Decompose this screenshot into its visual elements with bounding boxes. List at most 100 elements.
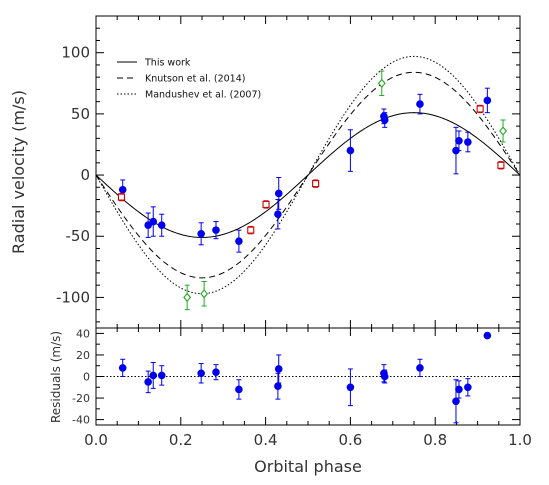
data-point — [455, 380, 463, 399]
data-point — [197, 222, 205, 246]
model-curve — [95, 55, 521, 295]
marker-filled-circle — [274, 189, 283, 198]
data-point — [212, 221, 220, 240]
marker-open-diamond — [499, 126, 507, 136]
rv-axis-ticks: -100 -50 0 50 100 — [56, 15, 521, 328]
marker-filled-circle — [464, 383, 472, 392]
marker-filled-circle — [235, 385, 243, 394]
data-point — [212, 364, 220, 381]
marker-open-square — [497, 161, 505, 169]
data-point — [312, 179, 320, 188]
data-point — [452, 379, 460, 424]
data-point — [346, 368, 355, 407]
residuals-axis-ticks: 0.0 0.2 0.4 0.6 0.8 1.0 -40 -20 0 20 40 — [72, 327, 532, 449]
y-tick-label: 0 — [80, 166, 90, 184]
marker-open-diamond — [377, 78, 386, 88]
data-point — [377, 70, 386, 97]
rv-data-points — [117, 70, 507, 311]
marker-filled-circle — [464, 138, 472, 146]
data-point — [464, 378, 472, 397]
x-tick-label: 0.8 — [423, 431, 447, 449]
marker-filled-circle — [483, 96, 492, 105]
data-point — [380, 369, 389, 384]
data-point — [274, 354, 283, 384]
marker-filled-circle — [274, 382, 282, 391]
data-point — [144, 370, 152, 394]
marker-filled-circle — [274, 210, 282, 219]
data-point — [144, 212, 152, 238]
marker-filled-circle — [452, 397, 460, 406]
data-point — [274, 199, 282, 230]
x-tick-label: 1.0 — [508, 431, 532, 449]
legend-label: Mandushev et al. (2007) — [145, 90, 261, 101]
marker-filled-circle — [380, 372, 389, 381]
marker-open-diamond — [183, 292, 192, 303]
marker-filled-circle — [416, 100, 424, 108]
marker-open-square — [247, 226, 255, 234]
data-point — [197, 363, 205, 384]
data-point — [416, 93, 424, 115]
data-point — [497, 161, 505, 170]
data-point — [483, 87, 492, 114]
marker-filled-circle — [118, 364, 127, 372]
legend-label: Knutson et al. (2014) — [145, 74, 245, 85]
data-point — [483, 331, 492, 340]
data-point — [380, 112, 389, 128]
rv-panel: -100 -50 0 50 100 This work Knutson et al. (2… — [9, 15, 521, 329]
marker-filled-circle — [455, 385, 463, 394]
marker-filled-circle — [212, 368, 220, 376]
data-point — [262, 200, 270, 209]
data-point — [235, 379, 243, 400]
marker-filled-circle — [346, 383, 355, 392]
marker-filled-circle — [144, 221, 152, 230]
marker-filled-circle — [118, 185, 127, 194]
marker-filled-circle — [149, 217, 158, 226]
marker-filled-circle — [346, 146, 355, 155]
marker-open-diamond — [200, 289, 209, 299]
x-tick-label: 0.0 — [84, 431, 108, 449]
data-point — [274, 177, 283, 210]
rv-model-curves — [95, 55, 521, 295]
data-point — [455, 130, 463, 152]
marker-open-square — [117, 193, 125, 201]
marker-filled-circle — [212, 226, 220, 234]
marker-filled-circle — [144, 378, 152, 386]
data-point — [149, 206, 158, 237]
rv-y-axis-label: Radial velocity (m/s) — [9, 90, 28, 254]
data-point — [200, 281, 209, 307]
marker-filled-circle — [235, 237, 243, 245]
rv-legend: This work Knutson et al. (2014) Mandushev … — [117, 58, 261, 101]
marker-filled-circle — [197, 229, 205, 238]
data-point — [117, 192, 125, 202]
y-tick-label: -40 — [72, 414, 90, 427]
marker-filled-circle — [157, 221, 166, 230]
marker-open-square — [476, 105, 484, 113]
marker-filled-circle — [416, 364, 424, 372]
marker-filled-circle — [455, 137, 463, 145]
legend-label: This work — [144, 58, 191, 69]
marker-filled-circle — [483, 331, 492, 340]
marker-filled-circle — [197, 369, 205, 378]
data-point — [416, 358, 424, 377]
data-point — [118, 358, 127, 377]
marker-open-square — [262, 200, 270, 208]
marker-filled-circle — [380, 116, 389, 124]
marker-filled-circle — [274, 365, 283, 373]
y-tick-label: -50 — [66, 227, 91, 245]
y-tick-label: 50 — [71, 105, 90, 123]
data-point — [157, 213, 166, 237]
residuals-data-points — [96, 331, 520, 424]
y-tick-label: 40 — [76, 327, 90, 340]
data-point — [464, 131, 472, 153]
residuals-y-axis-label: Residuals (m/s) — [49, 331, 63, 423]
data-point — [346, 129, 355, 172]
data-point — [149, 361, 158, 389]
y-tick-label: -100 — [56, 288, 90, 306]
marker-filled-circle — [149, 371, 158, 380]
x-axis-label: Orbital phase — [254, 457, 362, 476]
data-point — [476, 104, 484, 114]
marker-open-square — [312, 180, 320, 188]
x-tick-label: 0.4 — [254, 431, 278, 449]
y-tick-label: 20 — [76, 349, 90, 362]
